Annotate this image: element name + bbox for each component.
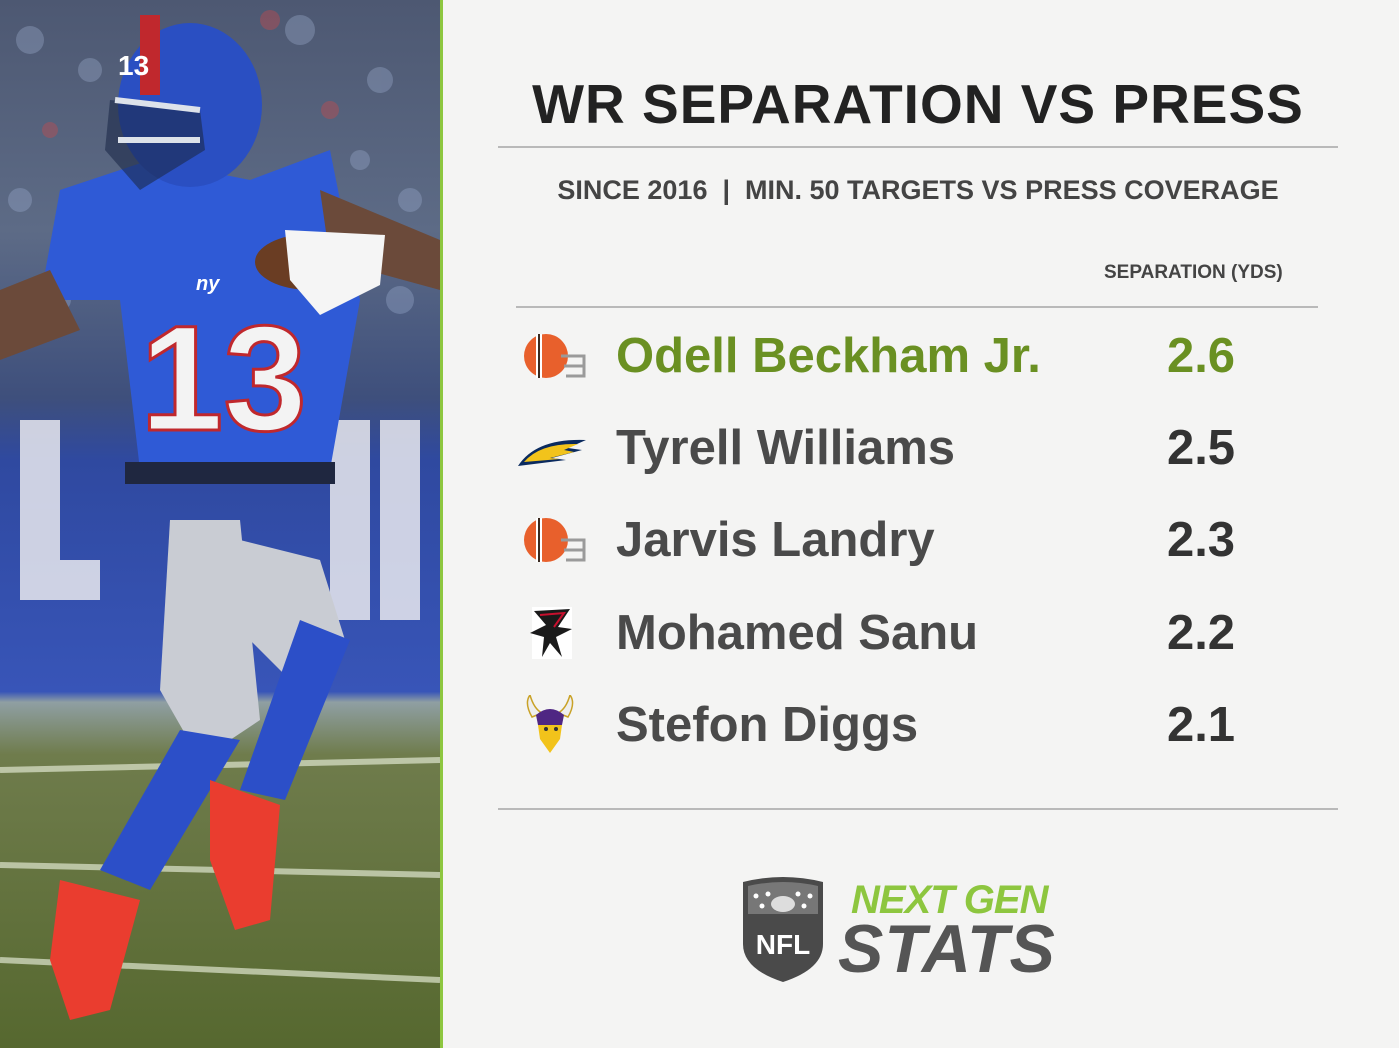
title-divider — [498, 146, 1338, 148]
ranking-row: Jarvis Landry 2.3 — [516, 505, 1316, 575]
player-name: Tyrell Williams — [616, 421, 956, 475]
separation-value: 2.2 — [1166, 606, 1236, 660]
nfl-shield-text: NFL — [756, 929, 810, 960]
column-header: SEPARATION (YDS) — [1104, 262, 1283, 283]
browns-helmet-icon — [524, 334, 586, 378]
subtitle: SINCE 2016 | MIN. 50 TARGETS VS PRESS CO… — [557, 175, 1279, 205]
chargers-bolt-icon — [518, 439, 586, 466]
panel-divider — [440, 0, 443, 1048]
player-name: Odell Beckham Jr. — [616, 329, 1041, 383]
ranking-row: Tyrell Williams 2.5 — [516, 413, 1316, 483]
nfl-shield-icon: NFL — [743, 877, 823, 982]
brand-line-2: STATS — [838, 911, 1056, 987]
helmet-number: 13 — [118, 50, 149, 81]
falcons-icon — [530, 607, 572, 659]
jersey-number: 13 — [140, 294, 307, 462]
separation-value: 2.1 — [1166, 698, 1236, 752]
separation-value: 2.5 — [1166, 421, 1236, 475]
footer-divider — [498, 808, 1338, 810]
vikings-icon — [526, 695, 574, 753]
player-photo: 13 13 ny — [0, 0, 440, 1048]
team-wordmark: ny — [196, 273, 220, 295]
browns-helmet-icon — [524, 518, 586, 562]
player-name: Jarvis Landry — [616, 513, 935, 567]
player-name: Mohamed Sanu — [616, 606, 979, 660]
ranking-row: Stefon Diggs 2.1 — [516, 690, 1316, 760]
page-title: WR SEPARATION VS PRESS — [532, 73, 1304, 135]
separation-value: 2.3 — [1166, 513, 1236, 567]
ranking-row: Odell Beckham Jr. 2.6 — [516, 321, 1316, 391]
player-name: Stefon Diggs — [616, 698, 919, 752]
brand-line-1: NEXT GEN — [851, 878, 1048, 922]
ranking-row: Mohamed Sanu 2.2 — [516, 598, 1316, 668]
next-gen-stats-logo: NFL NEXT GEN STATS — [738, 874, 1108, 987]
header-divider — [516, 306, 1318, 308]
separation-value: 2.6 — [1166, 329, 1236, 383]
